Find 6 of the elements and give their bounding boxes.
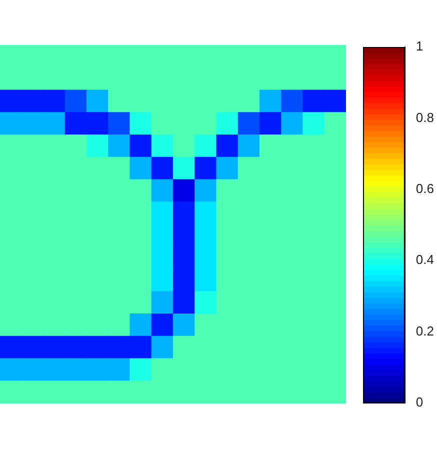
color-bar-label: 0 bbox=[416, 394, 424, 410]
color-bar-label: 0.6 bbox=[416, 180, 434, 196]
color-bar-label: 0.2 bbox=[416, 323, 434, 338]
color-bar-label: 0.4 bbox=[416, 252, 434, 268]
color-bar-label: 1 bbox=[416, 38, 424, 54]
color-bar-label: 0.8 bbox=[416, 110, 434, 125]
